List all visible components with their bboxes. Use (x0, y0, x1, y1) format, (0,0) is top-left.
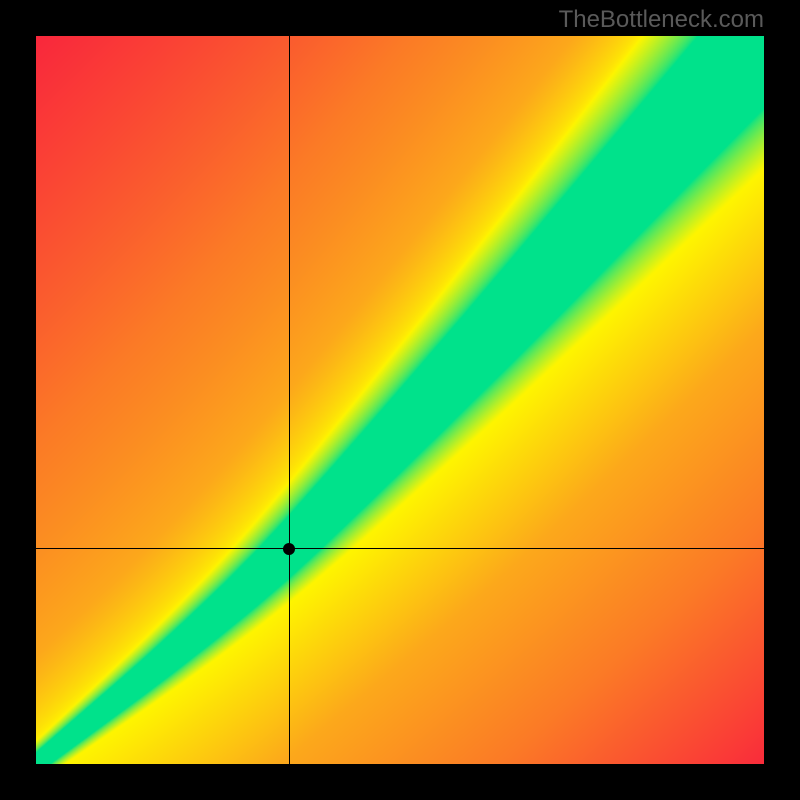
heatmap-canvas (36, 36, 764, 764)
crosshair-horizontal (36, 548, 764, 549)
crosshair-vertical (289, 36, 290, 764)
heatmap-plot (36, 36, 764, 764)
chart-container: TheBottleneck.com (0, 0, 800, 800)
watermark-text: TheBottleneck.com (559, 6, 764, 34)
data-point-marker (283, 543, 295, 555)
